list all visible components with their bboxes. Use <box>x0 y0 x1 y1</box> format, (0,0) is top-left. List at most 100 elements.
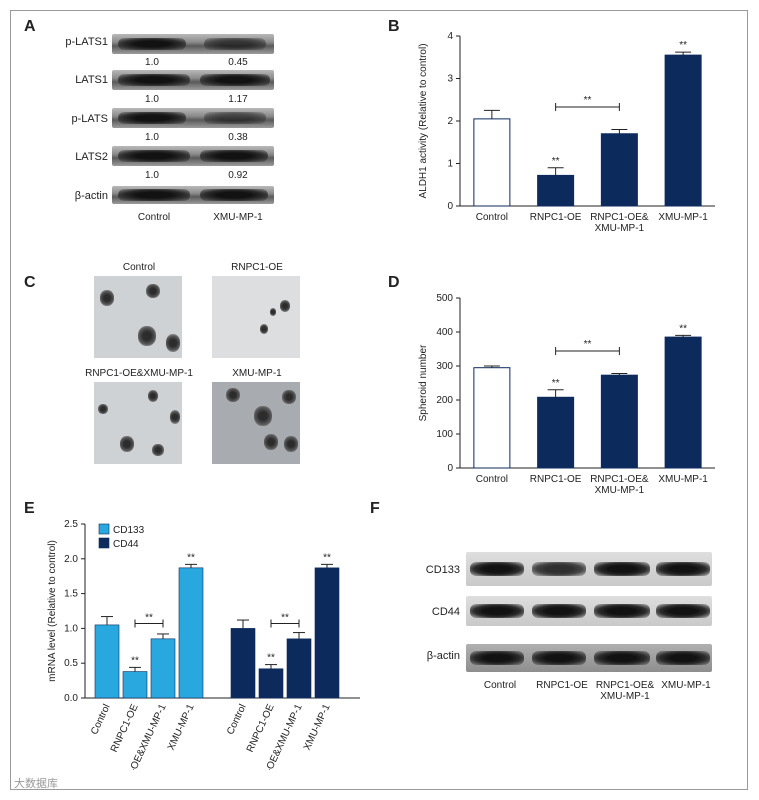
y-tick-label: 0.5 <box>64 658 78 669</box>
x-tick-label: Control <box>476 474 508 485</box>
blot-label: β-actin <box>426 650 460 662</box>
quant-value: 1.0 <box>145 94 159 105</box>
blot-band <box>532 604 586 618</box>
y-tick-label: 2 <box>447 116 453 127</box>
spheroid <box>284 436 298 452</box>
blot-band <box>118 38 186 50</box>
x-tick-label: XMU-MP-1 <box>595 485 645 496</box>
significance-mark: ** <box>267 653 275 664</box>
quant-value: 0.38 <box>228 132 248 143</box>
spheroid <box>270 308 276 316</box>
spheroid <box>120 436 134 452</box>
bar <box>600 374 638 469</box>
blot-strip <box>112 146 274 166</box>
chart-b: 0 1 2 3 4 ALDH1 activity (Relative to control… <box>418 31 715 234</box>
significance-mark: ** <box>187 552 195 563</box>
column-label: Control <box>137 212 171 223</box>
spheroid <box>226 388 240 402</box>
bar <box>664 336 702 469</box>
spheroid <box>98 404 108 414</box>
y-axis-label: mRNA level (Relative to control) <box>47 540 58 682</box>
blot-band <box>656 604 710 618</box>
column-label: RNPC1-OE& XMU-MP-1 <box>595 680 655 702</box>
spheroid <box>148 390 158 402</box>
spheroid <box>280 300 290 312</box>
blot-band <box>200 74 270 86</box>
x-tick-label: Control <box>89 703 113 737</box>
blot-band <box>118 112 186 124</box>
blot-band <box>594 651 650 665</box>
blot-label: LATS1 <box>75 74 108 86</box>
significance-mark: ** <box>323 552 331 563</box>
bracket-label: ** <box>145 613 153 624</box>
panel-label-d: D <box>388 274 400 291</box>
blot-band <box>118 74 190 86</box>
blot-label: CD133 <box>425 564 460 576</box>
y-tick-label: 2.0 <box>64 554 78 565</box>
y-tick-label: 0.0 <box>64 693 78 704</box>
x-tick-label: Control <box>225 703 249 737</box>
significance-mark: ** <box>552 156 560 167</box>
x-tick-label: RNPC1-OE& <box>590 212 649 223</box>
y-tick-label: 100 <box>436 429 453 440</box>
panel-label-a: A <box>24 18 36 35</box>
quant-value: 0.45 <box>228 57 248 68</box>
image-title: XMU-MP-1 <box>232 368 282 379</box>
legend-label: CD44 <box>113 539 139 550</box>
bar <box>258 668 284 699</box>
blot-strip <box>112 108 274 128</box>
watermark: 大数据库 <box>14 778 58 790</box>
micrograph <box>94 276 182 358</box>
spheroid <box>170 410 180 424</box>
spheroid <box>166 334 180 352</box>
significance-mark: ** <box>679 40 687 51</box>
x-tick-label: Control <box>476 212 508 223</box>
blot-band <box>470 562 524 576</box>
bar <box>314 567 340 699</box>
bar <box>600 133 638 207</box>
column-label: XMU-MP-1 <box>213 212 263 223</box>
x-tick-label: RNPC1-OE <box>530 212 582 223</box>
quant-value: 1.0 <box>145 132 159 143</box>
spheroid <box>152 444 164 456</box>
quant-value: 0.92 <box>228 170 248 181</box>
bracket-label: ** <box>584 95 592 106</box>
blot-strip <box>112 186 274 204</box>
blot-band <box>200 150 268 162</box>
bar <box>94 624 120 699</box>
x-tick-label: RNPC1-OE <box>245 702 277 754</box>
x-tick-label: RNPC1-OE <box>530 474 582 485</box>
x-tick-label: XMU-MP-1 <box>166 702 197 752</box>
x-tick-label: XMU-MP-1 <box>302 702 333 752</box>
column-label: RNPC1-OE <box>536 680 588 691</box>
y-axis-label: ALDH1 activity (Relative to control) <box>418 43 429 198</box>
quant-value: 1.17 <box>228 94 248 105</box>
blot-strip <box>466 552 712 586</box>
panel-label-f: F <box>370 500 380 517</box>
blot-label: LATS2 <box>75 151 108 163</box>
legend-label: CD133 <box>113 525 145 536</box>
x-tick-label: RNPC1-OE <box>109 702 141 754</box>
blot-label: p-LATS1 <box>65 36 108 48</box>
x-tick-label: XMU-MP-1 <box>658 474 708 485</box>
y-tick-label: 1 <box>447 159 453 170</box>
bar <box>286 638 312 699</box>
bar <box>178 567 204 699</box>
blot-label: CD44 <box>431 606 460 618</box>
micrograph <box>94 382 182 464</box>
blot-band <box>118 150 190 162</box>
y-tick-label: 0 <box>447 201 453 212</box>
y-tick-label: 400 <box>436 327 453 338</box>
x-tick-label: RNPC1-OE& <box>590 474 649 485</box>
legend-swatch <box>98 537 110 549</box>
spheroid <box>254 406 272 426</box>
blot-band <box>532 562 586 576</box>
blot-label: p-LATS <box>71 113 108 125</box>
bar <box>150 638 176 699</box>
blot-band <box>204 112 266 124</box>
y-tick-label: 1.0 <box>64 623 78 634</box>
micrograph <box>212 276 300 358</box>
blot-band <box>594 562 650 576</box>
bracket-label: ** <box>281 613 289 624</box>
panel-label-e: E <box>24 500 35 517</box>
